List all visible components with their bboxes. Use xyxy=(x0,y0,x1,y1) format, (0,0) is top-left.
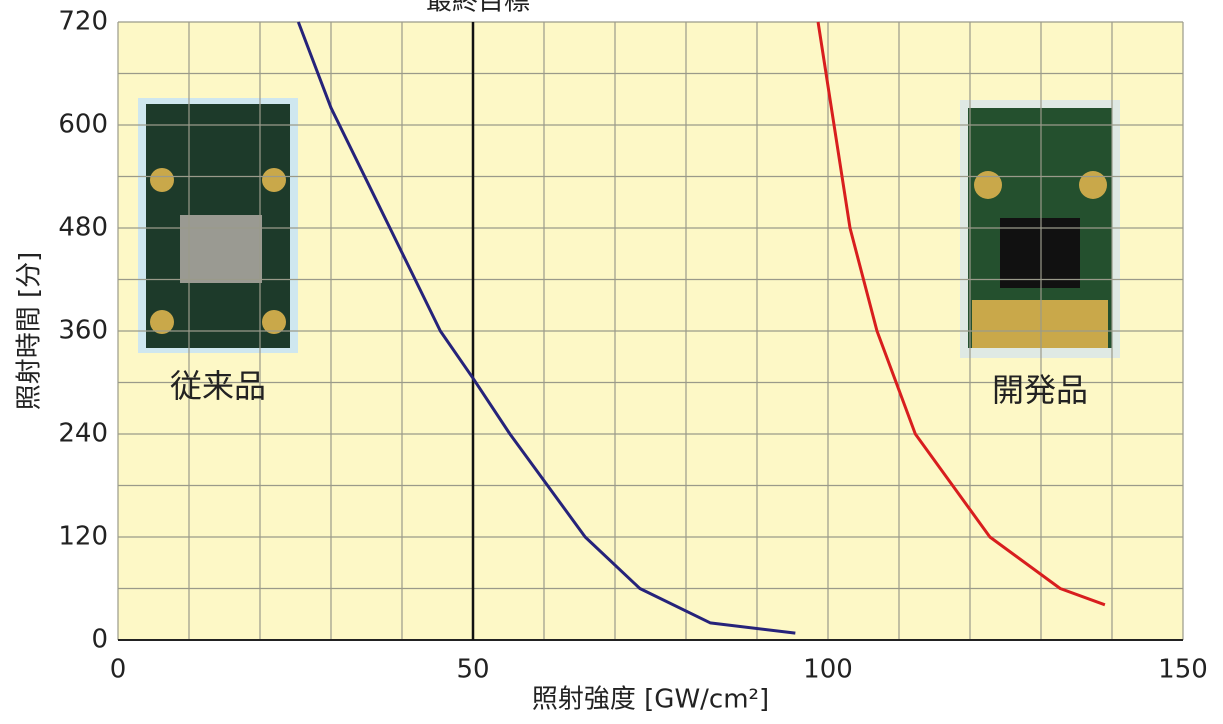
label-developed: 開発品 xyxy=(992,371,1088,409)
x-tick-label: 100 xyxy=(803,655,853,685)
chart: 0501001500120240360480600720最終目標従来品開発品照射… xyxy=(0,0,1223,724)
photo-developed xyxy=(960,100,1120,358)
y-tick-label: 480 xyxy=(58,213,108,243)
y-tick-label: 120 xyxy=(58,522,108,552)
target-label: 最終目標 xyxy=(426,0,530,17)
y-tick-label: 0 xyxy=(91,625,108,655)
x-tick-label: 50 xyxy=(456,655,489,685)
y-tick-label: 600 xyxy=(58,110,108,140)
photo-conventional xyxy=(138,98,298,353)
label-conventional: 従来品 xyxy=(170,367,266,405)
x-axis-title: 照射強度 [GW/cm²] xyxy=(532,685,769,715)
y-tick-label: 360 xyxy=(58,316,108,346)
y-tick-label: 240 xyxy=(58,419,108,449)
y-axis-title: 照射時間 [分] xyxy=(15,252,45,411)
x-tick-label: 0 xyxy=(110,655,127,685)
y-tick-label: 720 xyxy=(58,7,108,37)
x-tick-label: 150 xyxy=(1158,655,1208,685)
